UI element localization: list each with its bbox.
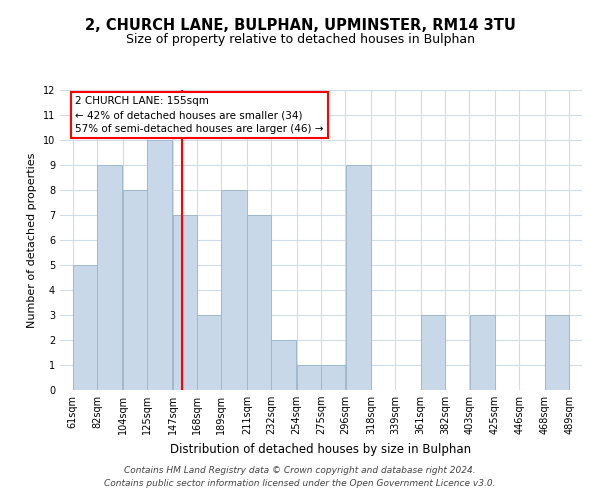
Bar — [147, 140, 172, 390]
Text: 2 CHURCH LANE: 155sqm
← 42% of detached houses are smaller (34)
57% of semi-deta: 2 CHURCH LANE: 155sqm ← 42% of detached … — [75, 96, 323, 134]
Bar — [221, 190, 247, 390]
Bar — [197, 315, 221, 390]
Text: 2, CHURCH LANE, BULPHAN, UPMINSTER, RM14 3TU: 2, CHURCH LANE, BULPHAN, UPMINSTER, RM14… — [85, 18, 515, 32]
Bar — [97, 165, 122, 390]
Bar — [73, 265, 97, 390]
Bar — [247, 215, 271, 390]
Text: Contains HM Land Registry data © Crown copyright and database right 2024.
Contai: Contains HM Land Registry data © Crown c… — [104, 466, 496, 487]
Bar — [271, 340, 296, 390]
Bar — [470, 315, 495, 390]
X-axis label: Distribution of detached houses by size in Bulphan: Distribution of detached houses by size … — [170, 442, 472, 456]
Bar — [297, 365, 321, 390]
Bar — [173, 215, 197, 390]
Bar — [421, 315, 445, 390]
Bar — [123, 190, 147, 390]
Bar — [346, 165, 371, 390]
Bar — [321, 365, 345, 390]
Y-axis label: Number of detached properties: Number of detached properties — [27, 152, 37, 328]
Text: Size of property relative to detached houses in Bulphan: Size of property relative to detached ho… — [125, 32, 475, 46]
Bar — [545, 315, 569, 390]
